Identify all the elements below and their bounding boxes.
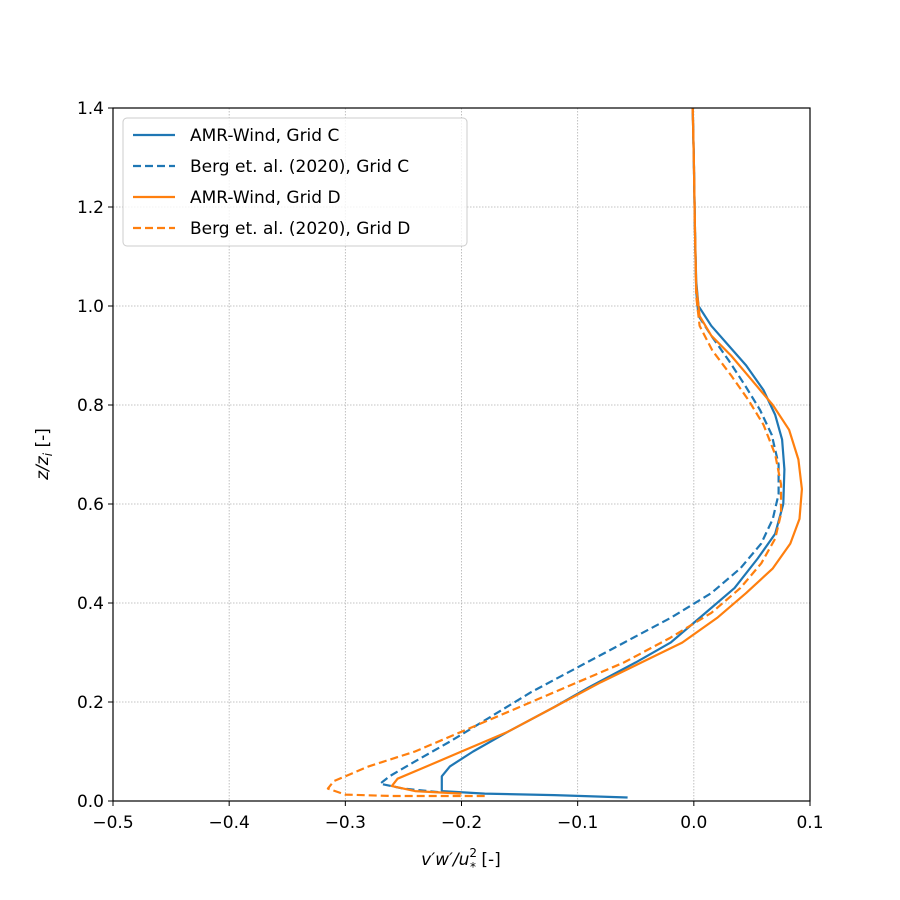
y-tick-label-6: 1.2 <box>77 198 104 218</box>
x-tick-label-5: 0.0 <box>680 813 707 833</box>
y-tick-label-2: 0.4 <box>77 594 104 614</box>
x-axis-label: v′w′/u2 * [-] <box>421 846 501 874</box>
y-tick-label-5: 1.0 <box>77 297 104 317</box>
legend-label-0: AMR-Wind, Grid C <box>190 126 339 146</box>
x-tick-label-2: −0.3 <box>325 813 366 833</box>
legend: AMR-Wind, Grid C Berg et. al. (2020), Gri… <box>122 117 468 247</box>
series-line-0 <box>440 107 786 799</box>
series-layer <box>326 107 803 799</box>
y-tick-label-7: 1.4 <box>77 99 104 119</box>
legend-label-2: AMR-Wind, Grid D <box>190 188 341 208</box>
x-tick-label-4: −0.1 <box>557 813 598 833</box>
y-tick-label-1: 0.2 <box>77 693 104 713</box>
series-line-2 <box>390 107 803 795</box>
legend-box <box>122 117 468 247</box>
y-axis-label: z/zi [-] <box>33 428 55 481</box>
legend-label-3: Berg et. al. (2020), Grid D <box>190 219 410 239</box>
series-line-3 <box>326 107 783 798</box>
x-tick-label-3: −0.2 <box>441 813 482 833</box>
x-axis: −0.5 −0.4 −0.3 −0.2 −0.1 0.0 0.1 <box>92 801 824 833</box>
x-tick-label-6: 0.1 <box>796 813 823 833</box>
y-tick-label-4: 0.8 <box>77 396 104 416</box>
legend-label-1: Berg et. al. (2020), Grid C <box>190 157 409 177</box>
y-tick-label-0: 0.0 <box>77 792 104 812</box>
x-tick-label-1: −0.4 <box>209 813 250 833</box>
y-tick-label-3: 0.6 <box>77 495 104 515</box>
y-axis: 0.0 0.2 0.4 0.6 0.8 1.0 1.2 1.4 <box>77 99 113 812</box>
x-tick-label-0: −0.5 <box>92 813 133 833</box>
